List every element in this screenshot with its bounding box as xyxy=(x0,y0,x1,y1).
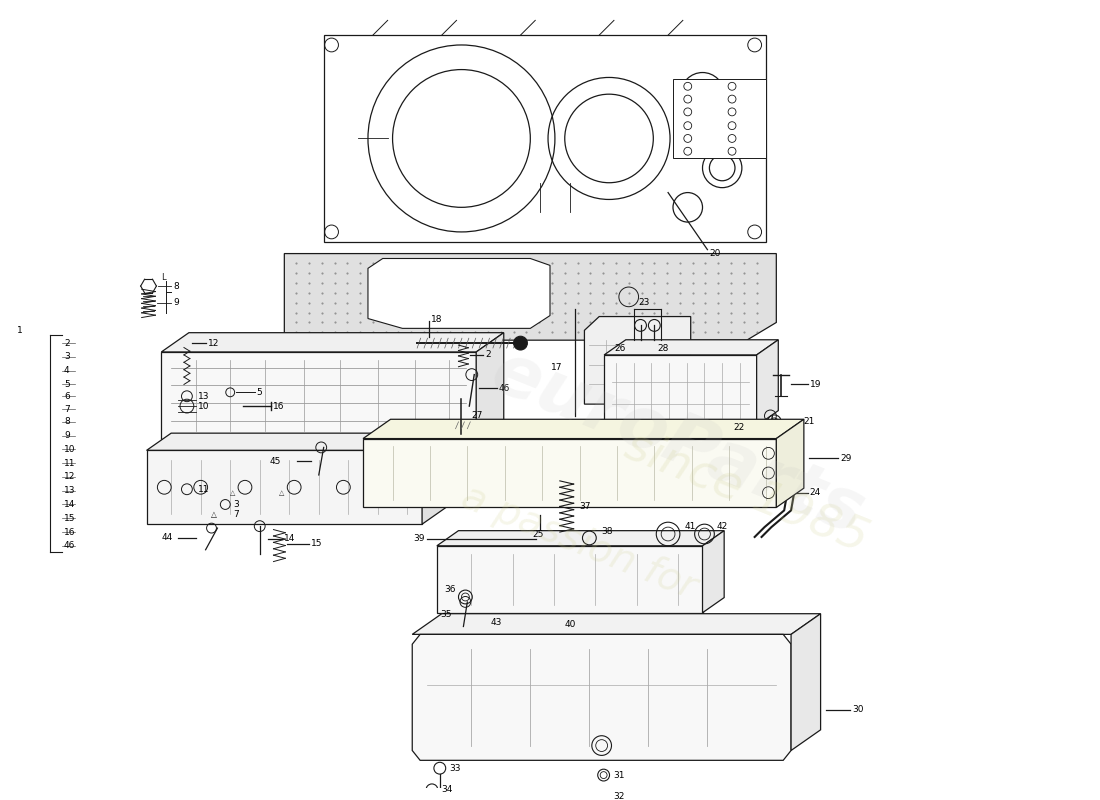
Text: 3: 3 xyxy=(64,352,69,362)
Text: 39: 39 xyxy=(414,534,425,543)
Text: 41: 41 xyxy=(685,522,696,530)
Polygon shape xyxy=(584,317,691,404)
Polygon shape xyxy=(791,614,821,750)
Text: 15: 15 xyxy=(64,514,76,522)
Polygon shape xyxy=(363,438,777,507)
Polygon shape xyxy=(412,634,791,760)
Polygon shape xyxy=(368,258,550,328)
Text: 23: 23 xyxy=(639,298,650,307)
Text: 7: 7 xyxy=(64,405,69,414)
Text: 12: 12 xyxy=(64,473,75,482)
Text: 2: 2 xyxy=(485,350,491,359)
Text: 36: 36 xyxy=(444,585,455,594)
FancyBboxPatch shape xyxy=(199,375,227,417)
Polygon shape xyxy=(284,254,777,340)
Text: 33: 33 xyxy=(450,764,461,773)
FancyBboxPatch shape xyxy=(307,375,334,417)
Text: 14: 14 xyxy=(64,500,75,509)
Text: 19: 19 xyxy=(810,380,822,389)
Text: 9: 9 xyxy=(64,431,69,440)
Text: since 1985: since 1985 xyxy=(618,423,874,562)
Polygon shape xyxy=(673,79,767,158)
Text: 45: 45 xyxy=(270,457,282,466)
Polygon shape xyxy=(363,419,804,438)
Text: 46: 46 xyxy=(498,384,510,393)
Text: a passion for: a passion for xyxy=(456,478,703,606)
Text: 16: 16 xyxy=(273,402,284,410)
Text: 43: 43 xyxy=(491,618,503,627)
Text: 31: 31 xyxy=(614,770,625,779)
Text: 8: 8 xyxy=(64,418,69,426)
Text: 11: 11 xyxy=(64,458,76,468)
Text: 24: 24 xyxy=(810,488,821,497)
Polygon shape xyxy=(146,450,422,524)
Text: △: △ xyxy=(230,490,235,496)
Text: 2: 2 xyxy=(64,338,69,348)
Polygon shape xyxy=(476,333,504,438)
FancyBboxPatch shape xyxy=(343,375,371,417)
Circle shape xyxy=(514,336,527,350)
Text: euroParts: euroParts xyxy=(482,338,874,550)
Polygon shape xyxy=(162,333,504,352)
Text: 38: 38 xyxy=(602,526,613,535)
Polygon shape xyxy=(604,355,757,426)
Text: 10: 10 xyxy=(64,445,76,454)
Text: △: △ xyxy=(210,510,217,519)
Text: L: L xyxy=(162,273,166,282)
Text: 17: 17 xyxy=(551,362,563,372)
Text: 3: 3 xyxy=(233,500,239,509)
Polygon shape xyxy=(757,340,779,426)
Text: 25: 25 xyxy=(532,530,543,539)
Text: 14: 14 xyxy=(284,534,296,543)
Text: 4: 4 xyxy=(64,366,69,375)
Polygon shape xyxy=(146,433,447,450)
Text: △: △ xyxy=(279,490,285,496)
Text: 18: 18 xyxy=(431,315,442,324)
Text: 29: 29 xyxy=(840,454,851,462)
Text: 9: 9 xyxy=(173,298,179,307)
Polygon shape xyxy=(604,340,779,355)
Text: 10: 10 xyxy=(198,402,209,410)
Text: 7: 7 xyxy=(233,510,239,519)
Text: 5: 5 xyxy=(256,388,263,397)
Text: 21: 21 xyxy=(803,418,814,426)
Text: 27: 27 xyxy=(471,411,483,421)
Text: 1: 1 xyxy=(16,326,22,335)
Text: 26: 26 xyxy=(615,343,626,353)
Text: 32: 32 xyxy=(614,792,625,800)
Polygon shape xyxy=(422,433,447,524)
Polygon shape xyxy=(323,35,767,242)
Text: 35: 35 xyxy=(440,610,452,619)
Text: 42: 42 xyxy=(716,522,727,530)
FancyBboxPatch shape xyxy=(173,375,192,417)
Text: 8: 8 xyxy=(173,282,179,290)
Text: 6: 6 xyxy=(64,392,69,401)
Text: 37: 37 xyxy=(580,502,591,511)
Polygon shape xyxy=(777,419,804,507)
Text: 15: 15 xyxy=(311,539,322,548)
FancyBboxPatch shape xyxy=(548,532,592,544)
Polygon shape xyxy=(703,530,724,613)
Text: 44: 44 xyxy=(162,534,173,542)
FancyBboxPatch shape xyxy=(232,375,260,417)
Text: 12: 12 xyxy=(208,338,219,348)
Text: 16: 16 xyxy=(64,527,76,537)
Polygon shape xyxy=(162,352,476,438)
Text: 5: 5 xyxy=(64,380,69,389)
Text: 28: 28 xyxy=(658,343,669,353)
Text: 30: 30 xyxy=(852,706,864,714)
Text: 34: 34 xyxy=(442,786,453,794)
Text: 13: 13 xyxy=(64,486,76,495)
Text: 11: 11 xyxy=(198,485,209,494)
Text: 46: 46 xyxy=(64,542,75,550)
Polygon shape xyxy=(437,530,724,546)
Text: 22: 22 xyxy=(734,423,745,432)
FancyBboxPatch shape xyxy=(267,375,299,417)
Polygon shape xyxy=(412,614,821,634)
Polygon shape xyxy=(437,546,703,613)
Text: 40: 40 xyxy=(564,620,576,629)
Text: 13: 13 xyxy=(198,392,209,401)
Text: 20: 20 xyxy=(710,249,720,258)
